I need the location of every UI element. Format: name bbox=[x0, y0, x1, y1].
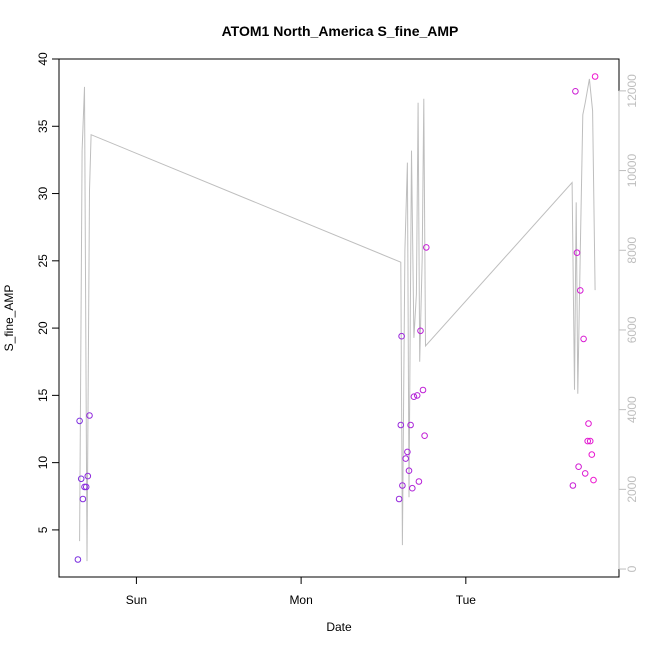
data-point bbox=[409, 484, 416, 492]
y2-tick-label: 0 bbox=[625, 565, 639, 572]
data-point bbox=[581, 470, 589, 477]
data-point bbox=[402, 455, 410, 462]
data-point bbox=[84, 472, 92, 480]
data-point bbox=[76, 417, 83, 425]
data-point bbox=[417, 327, 424, 335]
data-point bbox=[584, 437, 592, 445]
y-axis-left: 5 10 15 20 25 30 35 40 bbox=[36, 52, 60, 533]
y-tick-label: 35 bbox=[36, 119, 50, 133]
data-points bbox=[74, 73, 599, 563]
data-point bbox=[572, 88, 579, 95]
y-axis-right: 0 2000 4000 6000 8000 10000 12000 bbox=[618, 74, 639, 572]
data-point bbox=[399, 482, 406, 489]
y2-tick-label: 8000 bbox=[625, 237, 639, 264]
y-tick-label: 10 bbox=[36, 456, 50, 470]
data-point bbox=[82, 483, 90, 491]
data-point bbox=[397, 421, 405, 429]
data-point bbox=[423, 244, 430, 251]
data-point bbox=[421, 432, 428, 440]
secondary-series bbox=[79, 78, 596, 562]
chart-title: ATOM1 North_America S_fine_AMP bbox=[222, 23, 459, 39]
data-point bbox=[405, 467, 413, 475]
data-point bbox=[419, 386, 427, 394]
x-tick-label: Tue bbox=[456, 593, 477, 607]
data-point bbox=[591, 73, 599, 80]
y-tick-label: 20 bbox=[36, 321, 50, 335]
y2-tick-label: 4000 bbox=[625, 396, 639, 423]
data-point bbox=[86, 412, 93, 419]
secondary-series-line bbox=[79, 78, 596, 562]
y-tick-label: 5 bbox=[36, 526, 50, 533]
data-point bbox=[415, 478, 423, 485]
data-point bbox=[575, 463, 582, 471]
data-point bbox=[588, 451, 596, 458]
y-tick-label: 30 bbox=[36, 187, 50, 201]
y-axis-label: S_fine_AMP bbox=[2, 285, 16, 352]
x-tick-label: Sun bbox=[126, 593, 147, 607]
plot-area-box bbox=[58, 58, 620, 578]
x-axis: Sun Mon Tue bbox=[126, 576, 477, 607]
data-point bbox=[590, 476, 597, 484]
data-point bbox=[404, 448, 411, 456]
y-tick-label: 40 bbox=[36, 52, 50, 66]
data-point bbox=[79, 495, 87, 503]
data-point bbox=[77, 475, 85, 483]
data-point bbox=[74, 556, 82, 563]
data-point bbox=[573, 249, 581, 256]
data-point bbox=[577, 287, 584, 294]
data-point bbox=[413, 392, 421, 399]
data-point bbox=[395, 495, 403, 503]
x-axis-label: Date bbox=[326, 620, 352, 634]
y2-tick-label: 2000 bbox=[625, 476, 639, 503]
data-point bbox=[569, 482, 577, 489]
data-point bbox=[410, 393, 418, 401]
y-tick-label: 15 bbox=[36, 388, 50, 402]
x-tick-label: Mon bbox=[289, 593, 312, 607]
data-point bbox=[586, 437, 594, 445]
y-tick-label: 25 bbox=[36, 254, 50, 268]
data-point bbox=[398, 332, 405, 340]
y2-tick-label: 10000 bbox=[625, 154, 639, 188]
data-point bbox=[585, 420, 592, 427]
y2-tick-label: 6000 bbox=[625, 316, 639, 343]
data-point bbox=[407, 421, 414, 429]
data-point bbox=[580, 335, 587, 343]
y2-tick-label: 12000 bbox=[625, 74, 639, 108]
